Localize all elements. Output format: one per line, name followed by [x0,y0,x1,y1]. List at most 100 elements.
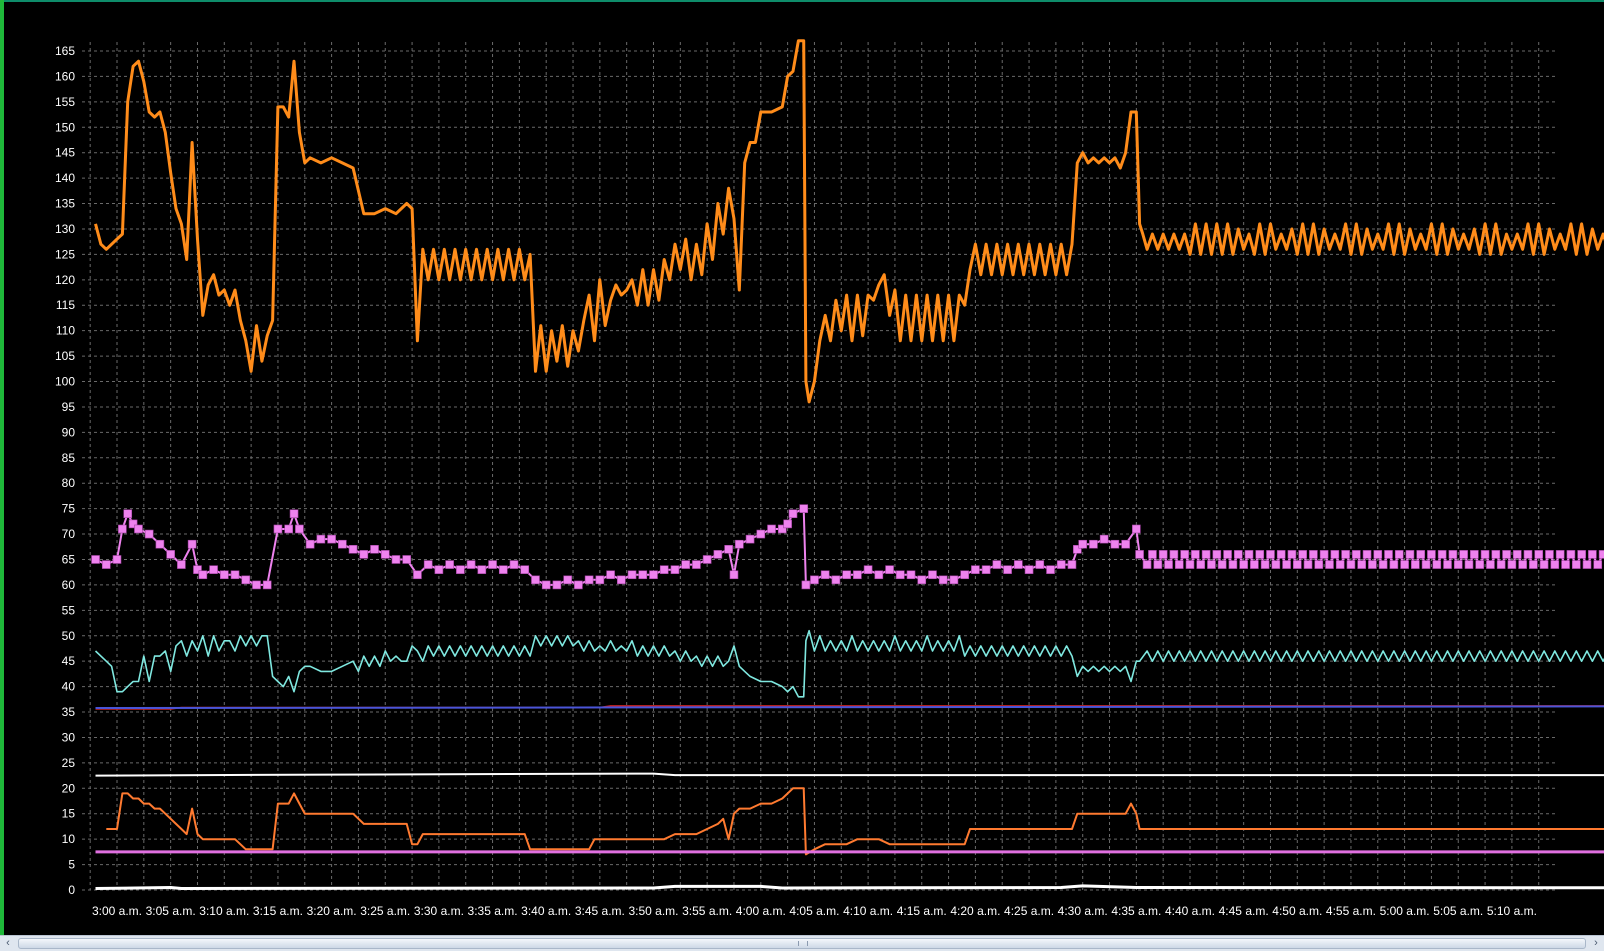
data-point-marker [1174,560,1184,569]
data-point-marker [1330,550,1340,559]
data-point-marker [853,570,862,580]
data-point-marker [1416,550,1425,559]
data-point-marker [1260,560,1270,569]
x-tick-label: 3:10 a.m. [199,904,249,918]
data-point-marker [1400,560,1409,569]
data-point-marker [1293,560,1302,569]
data-point-marker [391,555,401,564]
x-tick-label: 4:05 a.m. [789,904,839,918]
y-tick-label: 55 [62,603,76,617]
data-point-marker [1158,550,1168,559]
x-tick-label: 4:35 a.m. [1111,904,1161,918]
data-point-marker [1545,550,1554,559]
data-point-marker [1523,550,1533,559]
data-point-marker [1588,550,1597,559]
window-top-border [0,0,1604,2]
data-point-marker [1233,550,1243,559]
data-point-marker [1207,560,1216,569]
data-point-marker [466,560,476,569]
data-point-marker [863,565,873,574]
y-tick-label: 125 [55,247,75,261]
scroll-left-arrow-icon[interactable]: ‹ [6,937,10,949]
x-tick-label: 3:00 a.m. [92,904,142,918]
data-point-marker [627,570,637,580]
series-line [95,772,1604,777]
data-point-marker [606,570,615,580]
x-tick-label: 3:40 a.m. [521,904,571,918]
data-point-marker [1212,550,1222,559]
x-tick-label: 3:55 a.m. [682,904,732,918]
data-point-marker [477,565,487,574]
data-point-marker [230,570,240,580]
y-tick-label: 110 [56,324,75,338]
data-point-marker [423,560,433,569]
data-point-marker [783,519,792,529]
data-point-marker [1035,560,1045,569]
data-point-marker [724,545,733,554]
y-tick-label: 70 [62,527,76,541]
y-tick-label: 100 [55,375,75,389]
data-point-marker [209,565,218,574]
data-point-marker [874,570,884,580]
data-point-marker [1486,560,1495,569]
data-point-marker [1421,560,1431,569]
y-tick-label: 95 [62,400,76,414]
data-point-marker [1014,560,1023,569]
data-point-marker [327,534,336,544]
data-point-marker [284,524,293,534]
data-point-marker [134,524,143,534]
data-point-marker [1448,550,1458,559]
data-point-marker [842,570,851,580]
data-point-marker [949,575,959,585]
y-axis-ticks: 0 5 10 15 20 25 30 35 40 45 50 55 60 65 70 75 80 85 90 95 10… [55,44,75,897]
x-tick-label: 3:50 a.m. [628,904,678,918]
data-point-marker [1507,560,1517,569]
series-5 [95,772,1604,777]
x-tick-label: 5:05 a.m. [1433,904,1483,918]
data-point-marker [713,550,723,559]
series-line [94,39,1604,404]
x-tick-label: 5:00 a.m. [1380,904,1430,918]
data-point-marker [1244,550,1254,559]
data-point-marker [1303,560,1313,569]
data-point-marker [262,580,272,590]
data-point-marker [1314,560,1324,569]
y-tick-label: 135 [55,197,75,211]
scroll-right-arrow-icon[interactable]: › [1594,937,1598,949]
data-point-marker [729,570,739,580]
data-point-marker [498,565,508,574]
data-point-marker [1427,550,1436,559]
data-point-marker [220,570,229,580]
data-point-marker [906,570,916,580]
data-point-marker [595,575,605,585]
series-0 [94,39,1604,404]
data-point-marker [1373,550,1383,559]
x-tick-label: 4:50 a.m. [1272,904,1322,918]
horizontal-scrollbar[interactable]: ‹ › [0,935,1604,951]
scroll-thumb[interactable] [18,938,1586,949]
data-point-marker [1529,560,1538,569]
x-tick-label: 3:45 a.m. [575,904,625,918]
data-point-marker [380,550,390,559]
data-point-marker [1593,560,1603,569]
data-point-marker [1132,524,1141,534]
data-point-marker [1459,550,1468,559]
data-point-marker [359,550,369,559]
data-point-marker [1491,550,1501,559]
data-point-marker [938,575,948,585]
data-point-marker [1003,565,1012,574]
data-point-marker [1223,550,1232,559]
data-point-marker [960,570,969,580]
data-point-marker [1067,560,1077,569]
data-point-marker [177,560,186,569]
data-point-marker [1255,550,1265,559]
data-point-marker [1309,550,1318,559]
data-point-marker [155,539,165,549]
data-point-marker [128,519,138,529]
data-point-marker [370,545,379,554]
data-point-marker [295,524,304,534]
data-point-marker [649,570,658,580]
y-tick-label: 150 [55,120,75,134]
data-point-marker [735,539,744,549]
